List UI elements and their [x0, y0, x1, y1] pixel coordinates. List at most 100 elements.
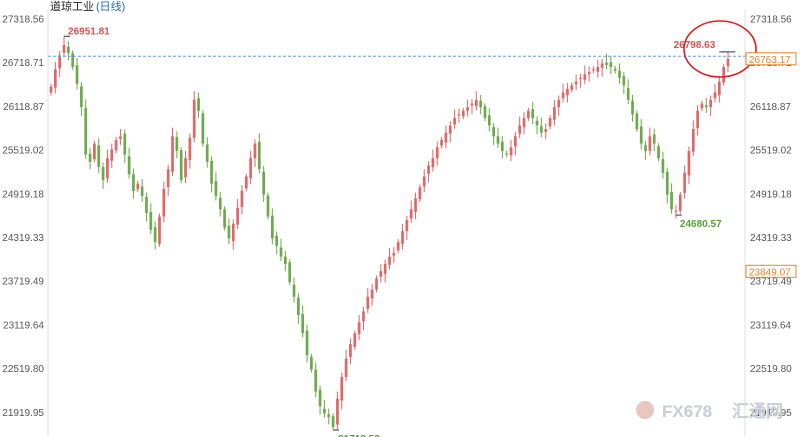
candle-body [661, 159, 665, 173]
reference-price-tag [745, 264, 797, 278]
y-tick-label-right: 25519.02 [750, 146, 792, 157]
candle-body [175, 137, 179, 151]
candle-body [171, 136, 174, 172]
candle-body [500, 141, 504, 151]
candle-body [531, 109, 535, 119]
candle-body [435, 147, 439, 159]
candle-body [596, 67, 600, 72]
candle-body [644, 145, 647, 151]
candle-body [53, 69, 57, 88]
candle-body [188, 137, 192, 160]
candle-body [357, 322, 361, 335]
candle-body [418, 187, 422, 200]
candle-body [483, 106, 487, 119]
candle-body [240, 191, 244, 207]
candle-body [223, 209, 226, 228]
candle-body [696, 110, 699, 129]
candle-body [535, 120, 539, 126]
candle-body [665, 171, 669, 195]
candle-body [218, 197, 222, 210]
candle-body [709, 99, 712, 108]
y-tick-label-right: 27318.56 [750, 14, 792, 25]
candle-body [492, 127, 495, 137]
candle-body [522, 118, 526, 128]
candle-body [618, 70, 621, 78]
candle-body [600, 63, 604, 68]
candle-body [145, 196, 148, 213]
candle-body [674, 210, 678, 212]
candle-body [71, 53, 75, 68]
svg-text:汇通网: 汇通网 [732, 402, 783, 421]
candle-body [192, 99, 196, 138]
candle-body [58, 55, 62, 69]
swing-low-label: 24680.57 [680, 219, 722, 230]
candle-body [310, 356, 313, 370]
recent-high-label: 26798.63 [674, 40, 716, 51]
candle-body [362, 311, 365, 322]
candle-body [704, 105, 708, 108]
candle-body [687, 150, 691, 176]
candle-body [305, 330, 309, 356]
y-tick-label-right: 21919.95 [750, 408, 792, 419]
candle-body [626, 87, 630, 100]
candle-body [566, 88, 569, 96]
candle-body [127, 156, 131, 175]
candle-body [561, 92, 565, 99]
candle-body [249, 158, 252, 179]
candle-body [132, 174, 135, 192]
y-tick-label-left: 23719.49 [2, 277, 44, 288]
candle-body [93, 143, 96, 160]
chart-period: (日线) [96, 0, 125, 13]
candle-body [579, 77, 582, 80]
candle-body [197, 98, 200, 111]
candle-body [140, 186, 144, 197]
candle-body [631, 100, 634, 115]
candle-body [301, 314, 305, 334]
candle-body [270, 215, 274, 239]
candle-body [726, 58, 730, 67]
candle-body [279, 247, 283, 257]
y-tick-label-left: 26118.87 [3, 102, 44, 113]
y-tick-label-left: 22519.80 [2, 364, 44, 375]
high-left-label: 26951.81 [68, 26, 110, 37]
candle-body [466, 107, 469, 111]
candle-body [244, 176, 248, 189]
candle-body [80, 86, 83, 108]
candle-body [201, 113, 205, 144]
candle-body [457, 114, 461, 116]
low-label: 21712.53 [338, 434, 380, 437]
y-tick-label-right: 26118.87 [750, 102, 791, 113]
candle-body [609, 62, 613, 68]
candle-body [427, 165, 430, 174]
candle-body [414, 198, 417, 212]
candle-body [375, 278, 378, 290]
candle-body [717, 81, 721, 96]
candle-body [440, 139, 443, 146]
y-tick-label-right: 22519.80 [750, 364, 792, 375]
candle-body [284, 256, 287, 264]
candle-body [292, 284, 296, 297]
candle-body [297, 297, 300, 315]
candle-body [670, 192, 673, 210]
candle-body [288, 262, 292, 283]
fx678-watermark: FX678 汇通网 [636, 401, 783, 421]
y-tick-label-left: 25519.02 [2, 146, 44, 157]
candle-body [101, 166, 105, 181]
candle-body [327, 414, 331, 418]
candle-body [639, 126, 643, 144]
candle-body [136, 183, 140, 190]
candle-body [505, 153, 509, 155]
candle-body [49, 86, 53, 93]
candle-body [405, 220, 409, 232]
candle-body [540, 126, 543, 133]
candle-body [210, 160, 213, 184]
candle-body [336, 398, 339, 425]
candle-body [67, 46, 70, 54]
candle-body [340, 376, 344, 401]
y-tick-label-right: 23719.49 [750, 277, 792, 288]
candle-body [570, 85, 574, 90]
candle-body [514, 136, 517, 147]
reference-price-label: 23849.07 [749, 267, 791, 278]
chart-period-label: 日线 [100, 0, 122, 13]
candle-body [487, 115, 491, 126]
